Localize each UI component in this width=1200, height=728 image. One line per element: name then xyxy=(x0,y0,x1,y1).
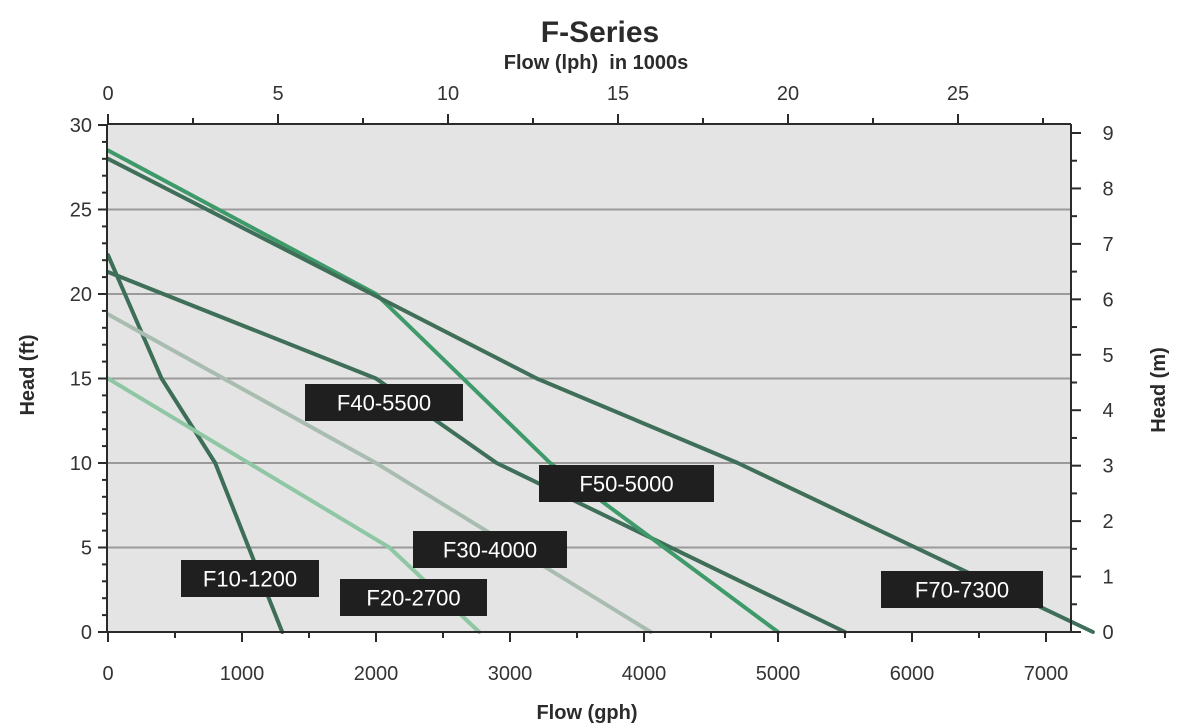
x-tick-label: 4000 xyxy=(622,663,667,685)
curve-label-box xyxy=(539,465,714,502)
x2-tick-label: 10 xyxy=(437,83,459,105)
chart-title: F-Series xyxy=(541,16,659,49)
curve-label-box xyxy=(181,560,319,597)
y2-tick-label: 4 xyxy=(1102,400,1113,422)
top-axis-title: Flow (lph) in 1000s xyxy=(504,52,688,74)
y-tick-label: 15 xyxy=(70,369,92,391)
x-tick-label: 1000 xyxy=(220,663,265,685)
curve-label-text: F40-5500 xyxy=(337,391,431,416)
x-tick-label: 5000 xyxy=(756,663,801,685)
y2-tick-label: 8 xyxy=(1102,178,1113,200)
y-tick-label: 0 xyxy=(81,622,92,644)
curve-label-box xyxy=(413,531,567,568)
curve-labels: F10-1200 F20-2700 F30-4000 F40-5500 F50-5000… xyxy=(181,384,1043,616)
y-tick-label: 30 xyxy=(70,115,92,137)
series-line xyxy=(106,312,653,634)
curve-label: F70-7300 xyxy=(881,571,1043,608)
y-tick-label: 5 xyxy=(81,538,92,560)
y2-tick-label: 0 xyxy=(1102,622,1113,644)
y2-tick-label: 2 xyxy=(1102,511,1113,533)
y-tick-label: 10 xyxy=(70,453,92,475)
x-tick-label: 7000 xyxy=(1024,663,1069,685)
x-axis-title: Flow (gph) xyxy=(536,702,637,724)
x2-tick-label: 5 xyxy=(272,83,283,105)
y2-axis-title: Head (m) xyxy=(1148,347,1170,433)
y-axis-title: Head (ft) xyxy=(17,334,39,415)
gridlines xyxy=(107,208,1071,549)
series-line xyxy=(106,253,285,634)
y2-tick-label: 6 xyxy=(1102,289,1113,311)
curve-label-text: F10-1200 xyxy=(203,567,297,592)
curve-label: F40-5500 xyxy=(305,384,463,421)
x2-tick-label: 20 xyxy=(777,83,799,105)
curve-label-text: F70-7300 xyxy=(915,578,1009,603)
series-line xyxy=(106,148,780,634)
curve-label-box xyxy=(305,384,463,421)
x2-tick-label: 15 xyxy=(607,83,629,105)
y-tick-label: 25 xyxy=(70,200,92,222)
curve-label: F30-4000 xyxy=(413,531,567,568)
curve-label: F10-1200 xyxy=(181,560,319,597)
curve-label-text: F30-4000 xyxy=(443,538,537,563)
y2-tick-label: 7 xyxy=(1102,234,1113,256)
curve-label: F20-2700 xyxy=(340,579,487,616)
curve-label: F50-5000 xyxy=(539,465,714,502)
y2-tick-label: 9 xyxy=(1102,123,1113,145)
x2-tick-label: 25 xyxy=(947,83,969,105)
curve-label-box xyxy=(340,579,487,616)
y-tick-label: 20 xyxy=(70,284,92,306)
y2-tick-label: 5 xyxy=(1102,345,1113,367)
curve-label-box xyxy=(881,571,1043,608)
y2-tick-label: 1 xyxy=(1102,567,1113,589)
x-tick-label: 6000 xyxy=(890,663,935,685)
x2-tick-label: 0 xyxy=(102,83,113,105)
x-tick-label: 2000 xyxy=(354,663,399,685)
axes xyxy=(98,114,1081,642)
x-tick-label: 0 xyxy=(102,663,113,685)
curve-label-text: F50-5000 xyxy=(579,472,673,497)
series-line xyxy=(106,156,1095,634)
x-tick-label: 3000 xyxy=(488,663,533,685)
y2-tick-label: 3 xyxy=(1102,456,1113,478)
curve-label-text: F20-2700 xyxy=(366,586,460,611)
